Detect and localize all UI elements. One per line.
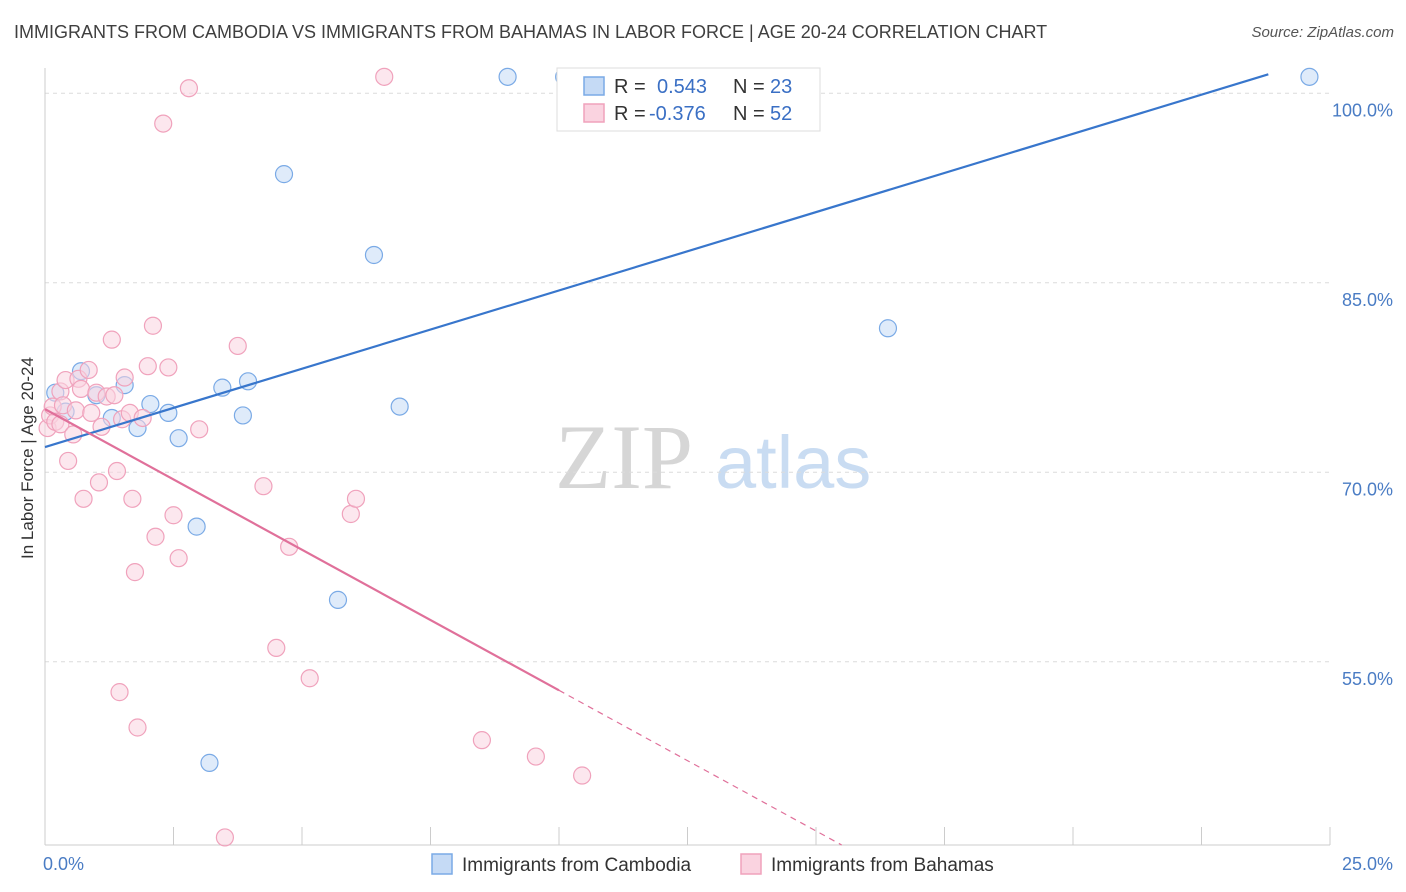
bahamas-point [102,330,121,349]
bahamas-point [375,67,394,86]
x-tick-labels: 0.0% 25.0% [43,854,1393,874]
data-points [38,67,1319,847]
x-tick-label: 25.0% [1342,854,1393,874]
cambodia-n-label: N = [733,76,765,98]
cambodia-point [328,590,348,609]
y-axis-label: In Labor Force | Age 20-24 [18,357,37,559]
cambodia-point [200,753,219,772]
bahamas-point [215,828,234,847]
x-tick-label: 0.0% [43,854,84,874]
bahamas-point [125,563,145,582]
cambodia-point [878,319,898,338]
y-tick-label: 70.0% [1342,479,1393,499]
chart-title: IMMIGRANTS FROM CAMBODIA VS IMMIGRANTS F… [14,22,1048,42]
bahamas-point [341,504,360,524]
y-tick-label: 85.0% [1342,290,1393,310]
bahamas-point [66,401,85,420]
bahamas-point [115,368,134,387]
y-tick-labels: 100.0% 85.0% 70.0% 55.0% [1332,100,1393,689]
cambodia-trend-line [44,73,1269,449]
legend-bahamas-swatch [740,853,762,875]
bahamas-swatch [583,103,605,123]
bahamas-trend-line [44,408,560,692]
y-tick-label: 55.0% [1342,669,1393,689]
bahamas-point [82,403,101,423]
axes [44,68,1331,846]
bahamas-point [526,747,545,766]
cambodia-r-value: 0.543 [657,76,707,98]
bahamas-point [59,451,78,471]
chart-source: Source: ZipAtlas.com [1251,24,1394,41]
bahamas-point [254,477,273,496]
y-tick-label: 100.0% [1332,100,1393,120]
cambodia-point [187,517,206,536]
bahamas-point [74,489,93,508]
bahamas-point [346,489,366,508]
cambodia-swatch [583,76,605,96]
bahamas-point [228,336,247,356]
bahamas-point [300,669,319,688]
bahamas-point [472,731,491,750]
bahamas-trend-line-extrapolated [558,689,842,846]
cambodia-point [390,397,409,416]
bahamas-point [154,114,173,133]
watermark-zip: ZIP [555,406,693,508]
bahamas-n-value: 52 [770,103,792,125]
legend-cambodia-label: Immigrants from Cambodia [462,855,692,876]
bahamas-point [110,683,129,702]
cambodia-n-value: 23 [770,76,792,98]
bahamas-point [105,386,124,405]
bahamas-point [267,638,286,658]
bahamas-point [146,527,165,546]
bahamas-point [179,79,199,98]
bahamas-r-label: R = [614,103,646,125]
cambodia-r-label: R = [614,76,646,98]
bahamas-point [123,489,142,508]
watermark: ZIP atlas [555,406,871,508]
stats-legend: R = 0.543 N = 23 R = -0.376 N = 52 [556,67,821,132]
bahamas-point [89,473,109,492]
gridlines [45,92,1330,663]
watermark-atlas: atlas [715,421,871,504]
bahamas-point [79,360,98,380]
bahamas-point [190,420,209,439]
legend-cambodia-swatch [431,853,453,875]
bahamas-point [138,357,157,376]
bahamas-r-value: -0.376 [649,103,706,125]
bahamas-point [107,461,127,481]
series-legend: Immigrants from Cambodia Immigrants from… [431,853,994,876]
cambodia-point [498,67,517,86]
bahamas-point [71,379,91,399]
bahamas-point [128,718,147,737]
trend-lines [44,73,1269,846]
legend-bahamas-label: Immigrants from Bahamas [771,855,994,876]
bahamas-point [573,766,592,785]
cambodia-point [364,245,384,265]
cambodia-point [169,429,188,448]
bahamas-point [164,506,183,525]
cambodia-point [1300,67,1319,86]
bahamas-point [143,316,163,335]
bahamas-point [169,549,188,568]
cambodia-point [274,165,294,184]
cambodia-point [233,406,252,425]
bahamas-n-label: N = [733,103,765,125]
cambodia-point [141,394,160,414]
bahamas-point [159,358,178,377]
